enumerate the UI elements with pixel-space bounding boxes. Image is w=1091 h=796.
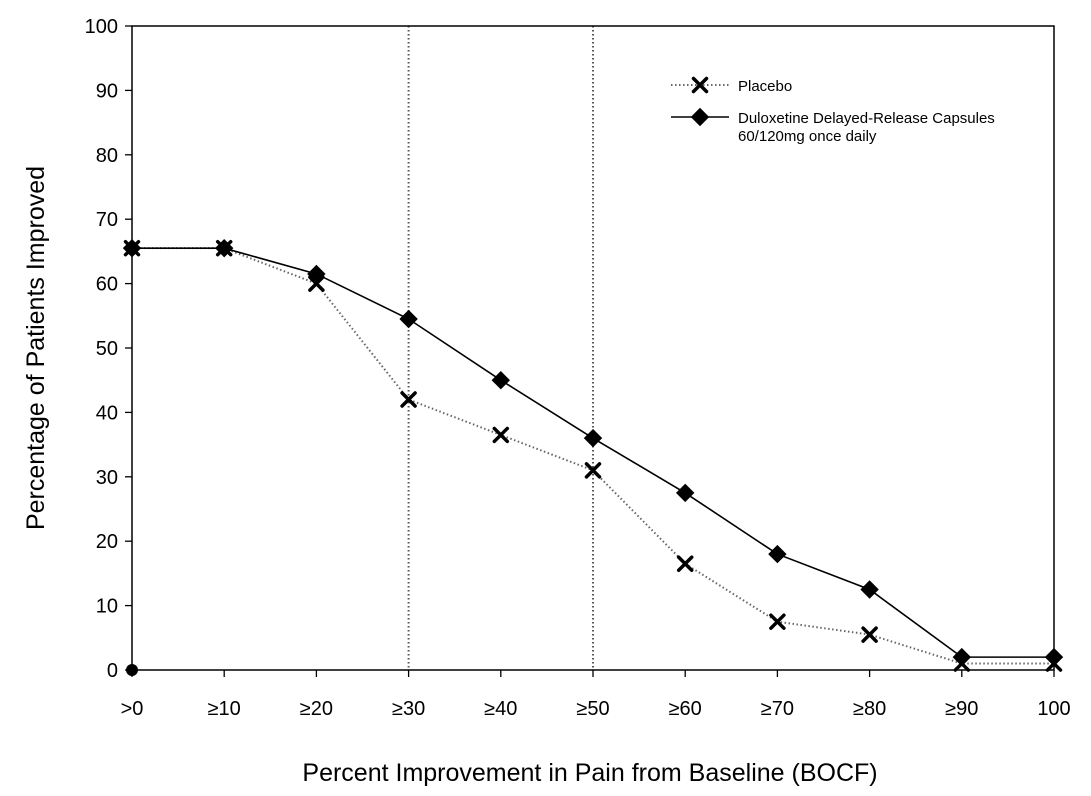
legend-label-placebo: Placebo xyxy=(738,78,792,95)
data-point-diamond-marker xyxy=(122,238,142,258)
data-point-diamond-marker xyxy=(399,309,418,329)
y-tick-label: 100 xyxy=(85,16,118,38)
x-tick-label: ≥80 xyxy=(853,698,886,720)
data-point-diamond-marker xyxy=(307,264,326,284)
y-axis-title: Percentage of Patients Improved xyxy=(22,166,50,530)
y-tick-label: 20 xyxy=(96,531,118,553)
x-axis-ticks: >0 ≥10 ≥20 ≥30 ≥40 ≥50 ≥60 ≥70 ≥80 ≥90 100 xyxy=(121,670,1071,720)
series-layer xyxy=(122,238,1064,676)
x-tick-label: ≥10 xyxy=(208,698,241,720)
data-point-diamond-marker xyxy=(768,544,787,564)
x-tick-label: ≥90 xyxy=(945,698,978,720)
x-tick-label: ≥20 xyxy=(300,698,333,720)
x-tick-label: ≥70 xyxy=(761,698,794,720)
legend-item-duloxetine: Duloxetine Delayed-Release Capsules60/12… xyxy=(671,107,995,145)
x-tick-label: >0 xyxy=(121,698,144,720)
x-tick-label: ≥30 xyxy=(392,698,425,720)
series-markers xyxy=(123,239,1063,672)
data-point-diamond-marker xyxy=(583,428,603,448)
y-tick-label: 50 xyxy=(96,338,118,360)
x-tick-label: ≥40 xyxy=(484,698,517,720)
data-point-diamond-marker xyxy=(1044,647,1064,667)
data-point-diamond-marker xyxy=(214,238,234,258)
series-line xyxy=(132,247,1054,658)
y-tick-label: 30 xyxy=(96,467,118,489)
data-point-x-marker xyxy=(308,275,325,292)
series-markers xyxy=(122,238,1064,667)
y-tick-label: 10 xyxy=(96,596,118,618)
data-point-x-marker xyxy=(584,462,602,479)
y-tick-label: 60 xyxy=(96,274,118,296)
data-point-diamond-marker xyxy=(860,580,879,599)
y-tick-label: 80 xyxy=(96,145,118,167)
x-tick-label: ≥60 xyxy=(669,698,702,720)
reference-lines xyxy=(407,26,594,670)
data-point-diamond-marker xyxy=(690,107,710,127)
data-point-x-marker xyxy=(676,555,694,572)
data-point-x-marker xyxy=(400,391,417,408)
series-duloxetine xyxy=(132,247,1054,658)
x-axis-title: Percent Improvement in Pain from Baselin… xyxy=(302,759,877,787)
legend-label-duloxetine: Duloxetine Delayed-Release Capsules xyxy=(738,110,995,127)
data-point-diamond-marker xyxy=(952,647,972,667)
data-point-x-marker xyxy=(492,426,510,444)
y-tick-label: 0 xyxy=(107,660,118,682)
x-tick-label: 100 xyxy=(1037,698,1070,720)
y-axis-ticks: 0 10 20 30 40 50 60 70 80 90 100 xyxy=(85,16,132,682)
legend: Placebo Duloxetine Delayed-Release Capsul… xyxy=(671,76,995,145)
data-point-diamond-marker xyxy=(675,483,695,503)
y-tick-label: 70 xyxy=(96,209,118,231)
extra-data-point xyxy=(126,664,138,676)
legend-label-duloxetine: 60/120mg once daily xyxy=(738,128,877,145)
data-point-diamond-marker xyxy=(491,370,511,390)
data-point-x-marker xyxy=(691,76,709,94)
y-tick-label: 90 xyxy=(96,80,118,102)
data-point-x-marker xyxy=(769,613,786,630)
x-tick-label: ≥50 xyxy=(576,698,609,720)
y-tick-label: 40 xyxy=(96,402,118,424)
legend-item-placebo: Placebo xyxy=(671,76,792,95)
data-point-x-marker xyxy=(861,626,878,643)
